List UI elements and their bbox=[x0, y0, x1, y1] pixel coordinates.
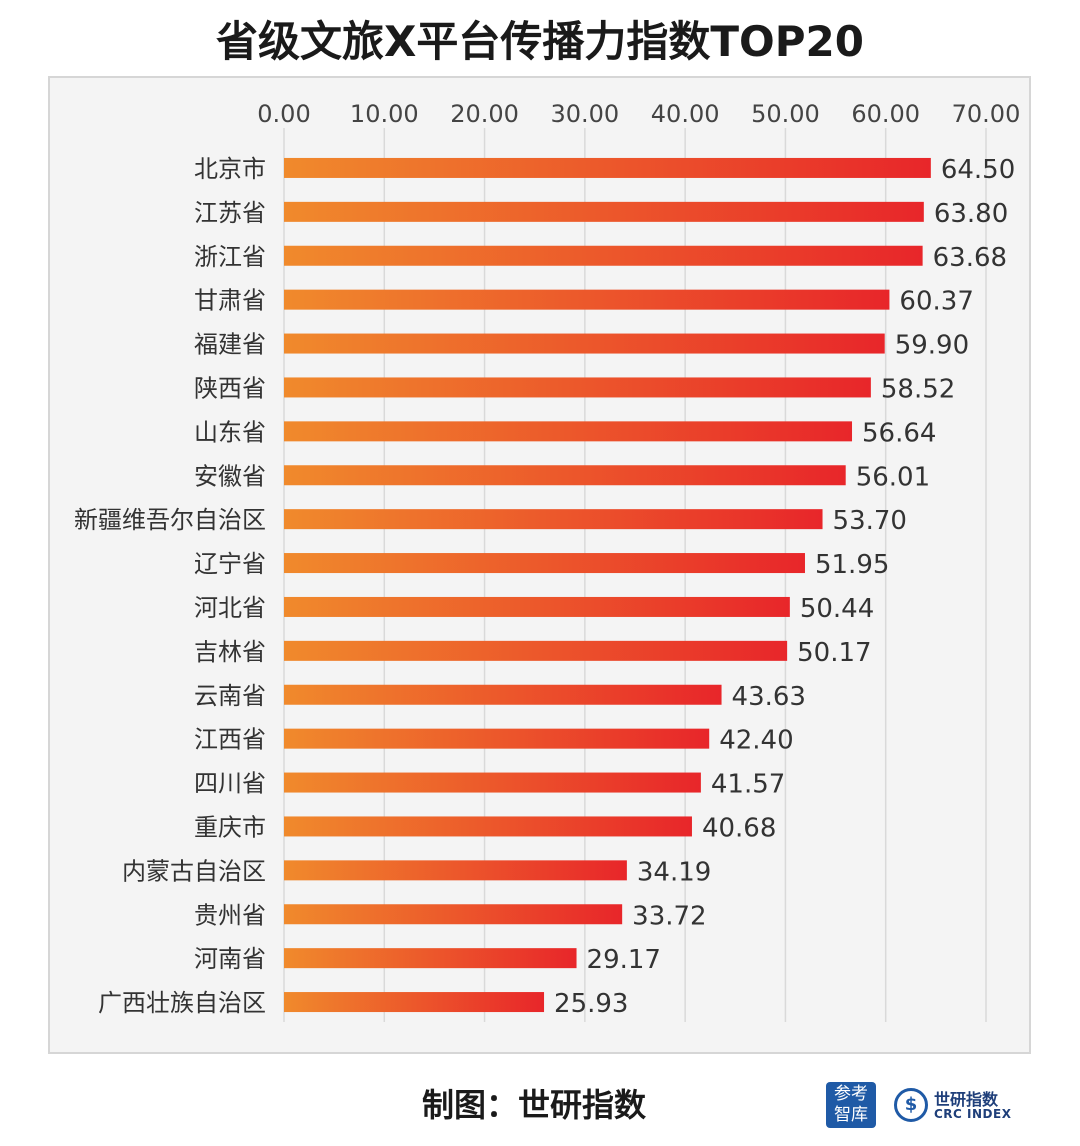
category-label: 江西省 bbox=[194, 726, 266, 754]
x-tick-label: 60.00 bbox=[851, 100, 920, 128]
category-label: 浙江省 bbox=[194, 243, 266, 271]
globe-icon: $ bbox=[894, 1088, 928, 1122]
category-label: 北京市 bbox=[194, 155, 266, 183]
bar bbox=[284, 245, 923, 266]
brand-en: CRC INDEX bbox=[934, 1107, 1012, 1121]
data-label: 50.44 bbox=[800, 594, 874, 624]
x-tick-label: 10.00 bbox=[350, 100, 419, 128]
category-label: 福建省 bbox=[194, 331, 266, 359]
category-labels: 北京市江苏省浙江省甘肃省福建省陕西省山东省安徽省新疆维吾尔自治区辽宁省河北省吉林… bbox=[74, 155, 266, 1017]
bar bbox=[284, 509, 823, 530]
bar bbox=[284, 860, 627, 881]
bar bbox=[284, 904, 623, 925]
category-label: 河南省 bbox=[194, 945, 266, 973]
chart-title: 省级文旅X平台传播力指数TOP20 bbox=[216, 17, 864, 66]
data-label: 60.37 bbox=[899, 287, 973, 317]
bar bbox=[284, 992, 545, 1013]
data-label: 50.17 bbox=[797, 638, 871, 668]
data-label: 42.40 bbox=[719, 726, 793, 756]
data-label: 56.64 bbox=[862, 418, 936, 448]
bar bbox=[284, 640, 788, 661]
bar bbox=[284, 157, 931, 178]
data-label: 33.72 bbox=[632, 901, 706, 931]
bar bbox=[284, 333, 885, 354]
category-label: 陕西省 bbox=[194, 374, 266, 402]
data-label: 25.93 bbox=[554, 989, 628, 1019]
category-label: 甘肃省 bbox=[194, 287, 266, 315]
x-tick-label: 40.00 bbox=[651, 100, 720, 128]
data-label: 29.17 bbox=[587, 945, 661, 975]
category-label: 重庆市 bbox=[194, 813, 266, 841]
bar bbox=[284, 816, 692, 837]
brand-cn: 世研指数 bbox=[934, 1090, 999, 1109]
bar bbox=[284, 201, 924, 222]
bar bbox=[284, 684, 722, 705]
data-label: 56.01 bbox=[856, 462, 930, 492]
category-label: 辽宁省 bbox=[194, 550, 266, 578]
bar bbox=[284, 728, 710, 749]
bar bbox=[284, 772, 701, 793]
x-tick-label: 30.00 bbox=[550, 100, 619, 128]
value-labels: 64.50 63.80 63.68 60.37 59.90 58.52 56.64 56.01… bbox=[554, 155, 1015, 1019]
x-tick-label: 20.00 bbox=[450, 100, 519, 128]
category-label: 山东省 bbox=[194, 418, 266, 446]
bars bbox=[284, 157, 931, 1013]
data-label: 58.52 bbox=[881, 374, 955, 404]
x-tick-label: 50.00 bbox=[751, 100, 820, 128]
think-tank-logo: 参考智库 bbox=[826, 1082, 876, 1128]
category-label: 四川省 bbox=[194, 770, 266, 798]
bar bbox=[284, 421, 853, 442]
data-label: 51.95 bbox=[815, 550, 889, 580]
data-label: 63.80 bbox=[934, 199, 1008, 229]
bar bbox=[284, 377, 871, 398]
crc-index-logo: $ 世研指数 CRC INDEX bbox=[892, 1082, 1012, 1128]
category-label: 新疆维吾尔自治区 bbox=[74, 506, 266, 534]
category-label: 内蒙古自治区 bbox=[122, 857, 266, 885]
category-label: 广西壮族自治区 bbox=[98, 989, 266, 1017]
data-label: 64.50 bbox=[941, 155, 1015, 185]
footer-credit: 制图：世研指数 bbox=[422, 1086, 647, 1124]
data-label: 63.68 bbox=[933, 243, 1007, 273]
data-label: 34.19 bbox=[637, 857, 711, 887]
bar bbox=[284, 465, 846, 486]
data-label: 53.70 bbox=[833, 506, 907, 536]
category-label: 安徽省 bbox=[194, 462, 266, 490]
category-label: 云南省 bbox=[194, 682, 266, 710]
x-axis-ticks: 0.00 10.00 20.00 30.00 40.00 50.00 60.00 70.00 bbox=[257, 100, 1020, 128]
x-tick-label: 0.00 bbox=[257, 100, 310, 128]
bar bbox=[284, 596, 790, 617]
data-label: 40.68 bbox=[702, 813, 776, 843]
x-tick-label: 70.00 bbox=[952, 100, 1021, 128]
category-label: 吉林省 bbox=[194, 638, 266, 666]
bar bbox=[284, 553, 805, 574]
category-label: 贵州省 bbox=[194, 901, 266, 929]
data-label: 43.63 bbox=[732, 682, 806, 712]
category-label: 江苏省 bbox=[194, 199, 266, 227]
data-label: 59.90 bbox=[895, 331, 969, 361]
data-label: 41.57 bbox=[711, 770, 785, 800]
bar bbox=[284, 289, 890, 310]
bar bbox=[284, 948, 577, 969]
category-label: 河北省 bbox=[194, 594, 266, 622]
